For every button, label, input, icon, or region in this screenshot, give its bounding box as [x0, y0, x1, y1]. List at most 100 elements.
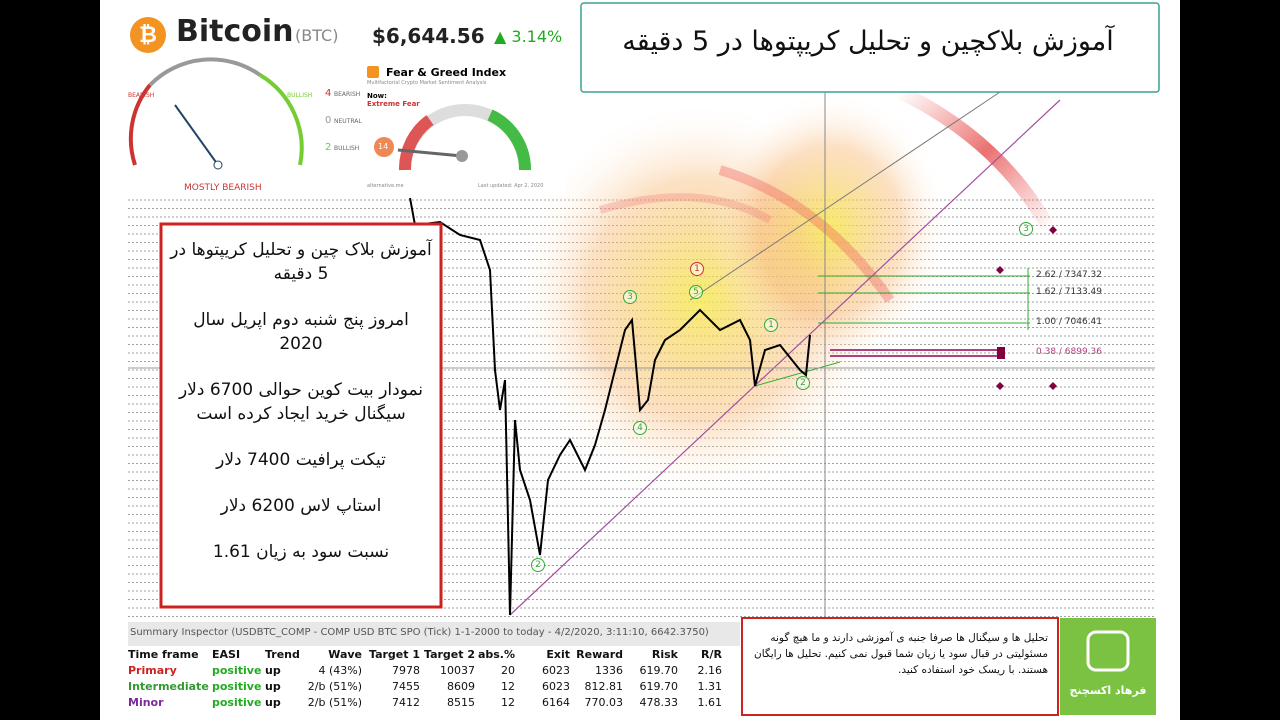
title-box: [580, 2, 1160, 93]
fg-logo: [367, 66, 379, 78]
sentiment-count: 0: [325, 115, 332, 126]
table-cell: 7978: [392, 664, 420, 677]
note-line: امروز پنج شنبه دوم اپریل سال 2020: [193, 310, 409, 354]
fib-label: 2.62 / 7347.32: [1036, 270, 1103, 280]
price-bars: [409, 197, 811, 616]
table-cell: 12: [501, 680, 515, 693]
table-cell: up: [265, 680, 281, 693]
sentiment-count-label: BEARISH: [334, 91, 361, 98]
table-cell: 8609: [447, 680, 475, 693]
fg-needle: [397, 148, 463, 158]
table-cell: 770.03: [584, 696, 624, 709]
trend-line: [689, 91, 1001, 301]
bitcoin-icon: ₿: [139, 23, 157, 48]
table-header: Exit: [546, 648, 570, 661]
fg-pivot: [456, 150, 468, 162]
gauge-arc: [258, 73, 304, 166]
projection-band: [598, 193, 772, 224]
fg-now: Now:: [367, 92, 387, 100]
table-cell: positive: [212, 680, 262, 693]
price-change: ▲ 3.14%: [494, 27, 563, 46]
table-cell: 12: [501, 696, 515, 709]
table-cell: 4 (43%): [318, 664, 362, 677]
table-cell: 2.16: [697, 664, 723, 677]
gauge-left-label: BEARISH: [128, 92, 155, 99]
sentiment-count: 2: [325, 142, 332, 153]
page-title: آموزش بلاکچین و تحلیل کریپتوها در 5 دقیق…: [622, 26, 1114, 57]
fib-label: 0.38 / 6899.36: [1036, 347, 1103, 357]
fg-source: alternative.me: [367, 183, 404, 189]
wave-label: 2: [796, 376, 810, 390]
fg-gauge: [487, 109, 532, 171]
table-header: R/R: [701, 648, 722, 661]
logo-mark: [1086, 630, 1130, 672]
table-cell: 619.70: [639, 680, 679, 693]
table-cell: up: [265, 696, 281, 709]
table-cell: 20: [501, 664, 515, 677]
table-cell: 1336: [595, 664, 623, 677]
table-cell: 10037: [440, 664, 475, 677]
fib-lines: [818, 268, 1030, 330]
wave-label: 4: [633, 421, 647, 435]
wave-label: 1: [690, 262, 704, 276]
projection-zone: [710, 90, 950, 370]
fg-updated: Last updated: Apr 2, 2020: [478, 183, 544, 189]
table-header: Wave: [328, 648, 362, 661]
fg-state: Extreme Fear: [367, 100, 420, 108]
table-cell: 2/b (51%): [307, 696, 362, 709]
table-cell: 6023: [542, 664, 570, 677]
note-line: آموزش بلاک چین و تحلیل کریپتوها در 5 دقی…: [170, 240, 432, 284]
logo-text: فرهاد اکسچنج: [1069, 684, 1147, 697]
fg-subtitle: Multifactorial Crypto Market Sentiment A…: [367, 80, 487, 86]
projection-band: [896, 85, 1057, 234]
table-cell: 478.33: [639, 696, 679, 709]
gauge-needle: [174, 104, 219, 166]
logo-box: [1060, 618, 1156, 715]
disclaimer-box: [741, 617, 1059, 716]
table-header: Risk: [651, 648, 678, 661]
fib-label: 1.00 / 7046.41: [1036, 317, 1103, 327]
table-header: Reward: [576, 648, 623, 661]
fg-value: 14: [378, 142, 389, 151]
fg-gauge: [399, 115, 434, 171]
fib-label: 1.62 / 7133.49: [1036, 287, 1103, 297]
table-cell: 6164: [542, 696, 570, 709]
gauge-pivot: [213, 160, 223, 170]
table-header: Trend: [265, 648, 300, 661]
table-cell: 1.61: [697, 696, 723, 709]
summary-caption: Summary Inspector (USDBTC_COMP - COMP US…: [130, 627, 709, 638]
wave-label: 3: [623, 290, 637, 304]
note-line: نمودار بیت کوین حوالی 6700 دلار سیگنال خ…: [178, 380, 424, 424]
table-header: abs.%: [477, 648, 515, 661]
bitcoin-logo: [130, 17, 166, 53]
table-header: Time frame: [128, 648, 199, 661]
table-header: Target 1: [368, 648, 420, 661]
trend-line: [754, 361, 841, 387]
gauge-arc: [148, 57, 262, 87]
table-cell: 619.70: [639, 664, 679, 677]
note-line: تیکت پرافیت 7400 دلار: [216, 450, 386, 470]
trend-line: [509, 99, 1061, 616]
table-header: Target 2: [423, 648, 475, 661]
table-cell: up: [265, 664, 281, 677]
verdict: MOSTLY BEARISH: [184, 183, 262, 193]
coin-name: Bitcoin: [176, 14, 294, 49]
sentiment-count-label: BULLISH: [334, 145, 360, 152]
table-header: EASI: [212, 648, 241, 661]
table-cell: 2/b (51%): [307, 680, 362, 693]
fg-value-badge: [374, 137, 394, 157]
table-cell: positive: [212, 696, 262, 709]
table-cell: 1.31: [697, 680, 723, 693]
table-cell: 7455: [392, 680, 420, 693]
wave-label: 2: [531, 558, 545, 572]
table-cell: Intermediate: [128, 680, 209, 693]
table-cell: 6023: [542, 680, 570, 693]
wave-label: 1: [764, 318, 778, 332]
sentiment-count: 4: [325, 88, 332, 99]
table-cell: Minor: [128, 696, 164, 709]
wave-label: 3: [1019, 222, 1033, 236]
price: $6,644.56: [372, 24, 485, 48]
note-line: نسبت سود به زیان 1.61: [212, 542, 390, 562]
